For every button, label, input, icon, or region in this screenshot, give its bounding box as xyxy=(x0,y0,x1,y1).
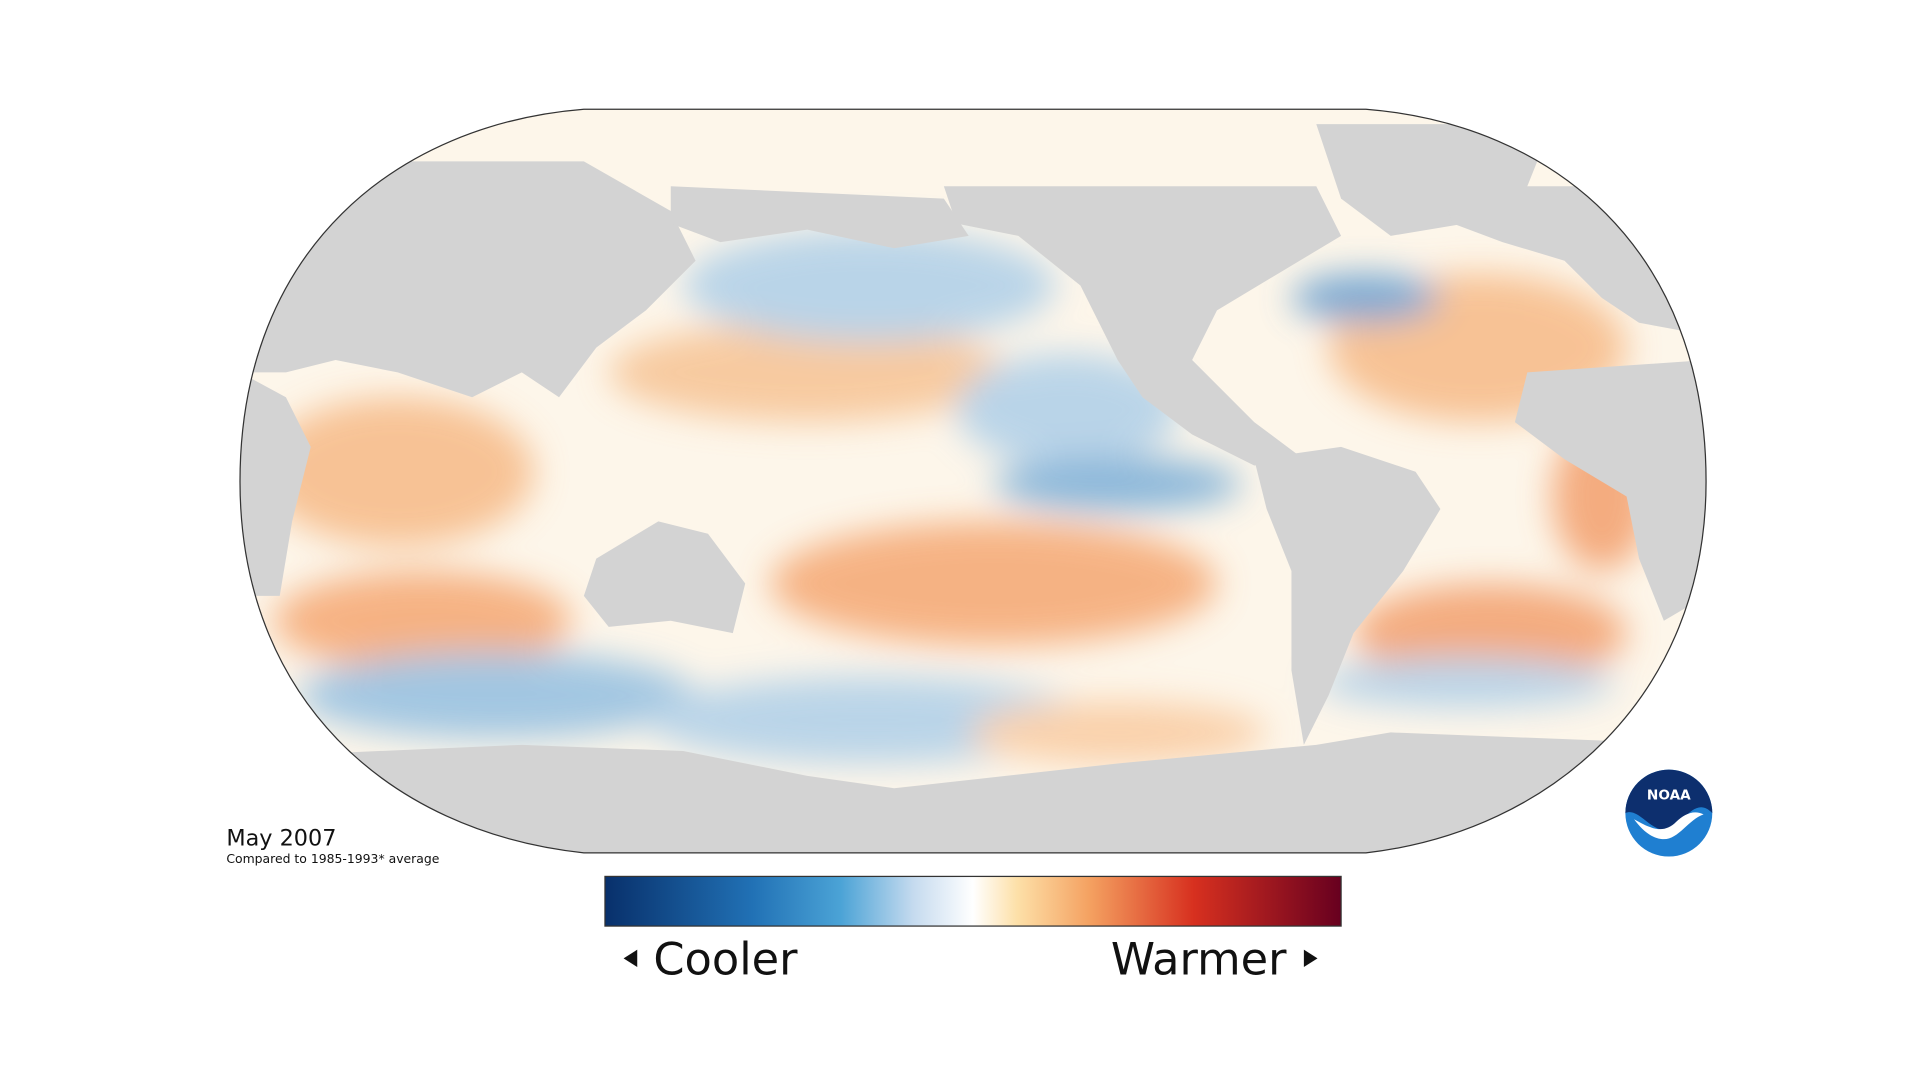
noaa-logo: NOAA xyxy=(1625,769,1713,857)
baseline-label: Compared to 1985-1993* average xyxy=(226,851,439,866)
date-label: May 2007 xyxy=(226,825,336,851)
color-scale xyxy=(604,875,1342,927)
map-frame xyxy=(239,108,1707,854)
cooler-label: Cooler xyxy=(653,933,798,985)
left-arrow xyxy=(623,949,638,968)
map xyxy=(240,109,1707,853)
warmer-label: Warmer xyxy=(1111,933,1287,985)
right-arrow xyxy=(1303,949,1318,968)
logo-text: NOAA xyxy=(1647,787,1691,803)
